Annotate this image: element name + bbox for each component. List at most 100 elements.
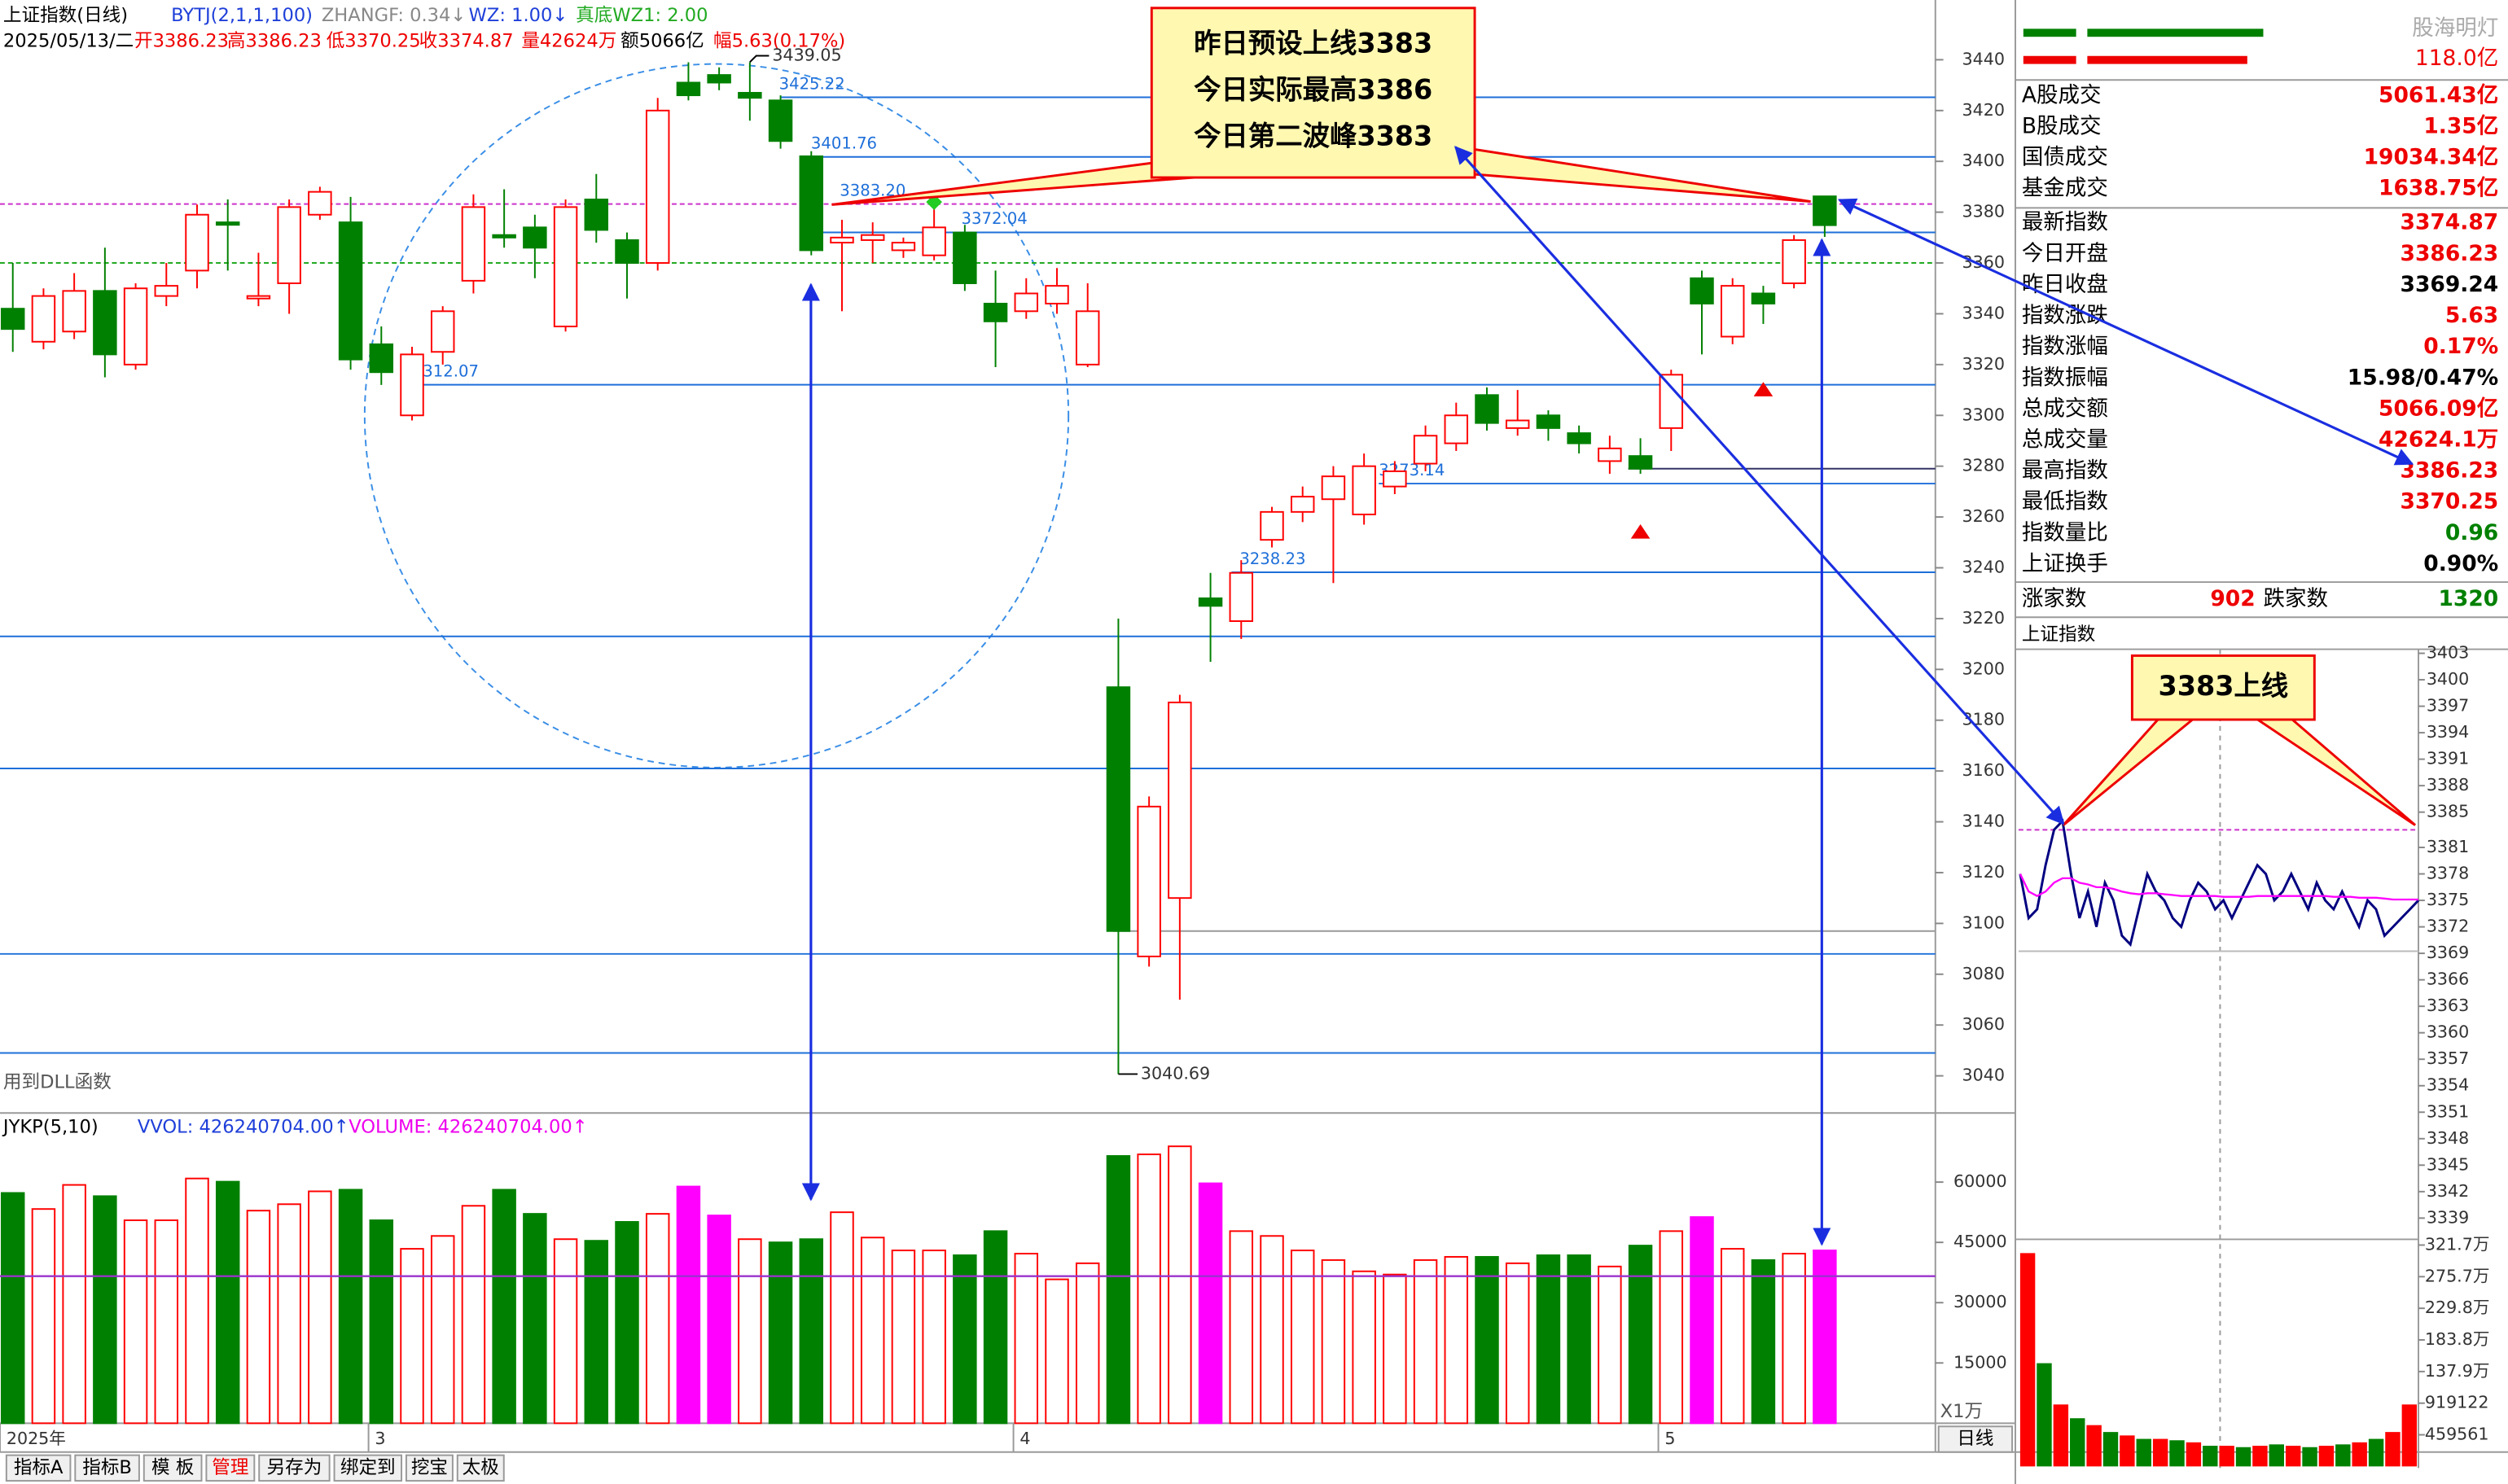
volume-bar <box>523 1213 547 1425</box>
candle-body <box>185 213 209 272</box>
quote: 高3386.23 <box>227 31 322 52</box>
volume-bar <box>953 1254 977 1425</box>
y-tick-label: 3400 <box>1962 151 2004 170</box>
quote-label: 总成交额 <box>2022 396 2108 421</box>
unit-label: X1万 <box>1940 1401 1983 1422</box>
candle-body <box>1413 435 1438 465</box>
volume-bar <box>1782 1253 1806 1425</box>
intraday-volume-bar <box>2053 1404 2069 1467</box>
x-tick-label: 3 <box>375 1429 385 1448</box>
volume-bar <box>369 1219 394 1425</box>
x-tick-label: 4 <box>1019 1429 1030 1448</box>
tab-box <box>142 1454 203 1482</box>
breadth-label: 涨家数 <box>2022 586 2086 611</box>
level-label: 3372.04 <box>962 209 1028 228</box>
candle-body <box>246 295 271 300</box>
candle-body <box>768 99 793 142</box>
y-tick-label: 3080 <box>1962 964 2004 983</box>
tab-label: 太极 <box>463 1457 499 1478</box>
candle-body <box>676 81 701 97</box>
y-tick-label: 3040 <box>1962 1066 2004 1085</box>
candle-body <box>1598 447 1622 462</box>
candle-body <box>123 287 148 366</box>
indicator-value: 真底WZ1: 2.00 <box>576 5 708 26</box>
toolbar-tab[interactable]: 指标A <box>5 1454 72 1482</box>
candle-body <box>338 221 363 361</box>
quote-label: 基金成交 <box>2022 176 2108 201</box>
legend-entry: VVOL: 426240704.00↑ <box>138 1116 349 1137</box>
toolbar-tab[interactable]: 另存为 <box>258 1454 331 1482</box>
volume-bar <box>1137 1153 1161 1425</box>
volume-bar <box>1198 1182 1223 1425</box>
volume-bar <box>553 1238 578 1425</box>
volume-bar <box>1290 1250 1315 1425</box>
toolbar-tab[interactable]: 挖宝 <box>405 1454 454 1482</box>
indicator-value: WZ: 1.00↓ <box>469 5 568 26</box>
intraday-line <box>2019 818 2420 948</box>
volume-bar <box>768 1241 793 1425</box>
candle-body <box>1168 701 1192 900</box>
candle-body <box>584 199 609 231</box>
volume-bar <box>308 1190 332 1425</box>
y-tick-label: 3394 <box>2427 722 2469 742</box>
quote-label: 昨日收盘 <box>2022 272 2108 297</box>
toolbar-tab[interactable]: 绑定到 <box>333 1454 403 1482</box>
volume-bar <box>860 1237 885 1425</box>
tab-label: 指标A <box>14 1457 64 1478</box>
quote-value: 0.96 <box>2445 520 2498 545</box>
candle-body <box>1014 292 1039 313</box>
y-tick-label: 3391 <box>2427 749 2469 768</box>
header: 上证指数(日线) BYTJ(2,1,1,100) ZHANGF: 0.34↓ W… <box>2 5 2095 1422</box>
volume-bar <box>400 1248 424 1425</box>
candle-body <box>154 285 179 297</box>
volume-bar <box>430 1235 455 1425</box>
volume-bar <box>1720 1248 1745 1425</box>
period-tab[interactable]: 日线 <box>1937 1425 2014 1453</box>
volume-bar <box>1536 1254 1561 1425</box>
candle-body <box>1505 419 1530 429</box>
intraday-volume-bar <box>2335 1444 2351 1467</box>
quote-value: 42624.1万 <box>2379 427 2498 453</box>
y-tick-label: 3420 <box>1962 100 2004 120</box>
volume-bar <box>1014 1253 1039 1425</box>
volume-bar <box>123 1219 148 1425</box>
y-tick-label: 229.8万 <box>2425 1298 2490 1317</box>
volume-bar <box>492 1189 516 1425</box>
candle-body <box>0 308 25 331</box>
tab-box <box>333 1454 403 1482</box>
y-tick-label: 3100 <box>1962 913 2004 932</box>
tab-box <box>258 1454 331 1482</box>
y-tick-label: 137.9万 <box>2425 1361 2490 1381</box>
breadth-value: 1320 <box>2438 586 2498 611</box>
tab-label: 管理 <box>212 1457 248 1478</box>
y-tick-label: 321.7万 <box>2425 1234 2490 1254</box>
candle-body <box>1229 571 1254 623</box>
y-tick-label: 3378 <box>2427 864 2469 883</box>
y-tick-label: 60000 <box>1953 1171 2007 1191</box>
volume-bar <box>1505 1262 1530 1425</box>
volume-bar <box>62 1184 86 1425</box>
y-tick-label: 3240 <box>1962 557 2004 576</box>
y-tick-label: 3340 <box>1962 303 2004 322</box>
volume-bar <box>1659 1230 1684 1425</box>
toolbar-tab[interactable]: 模 板 <box>142 1454 203 1482</box>
toolbar-tab[interactable]: 管理 <box>205 1454 256 1482</box>
volume-bar <box>1413 1259 1438 1425</box>
volume-title: JYKP(5,10) <box>2 1116 99 1137</box>
toolbar-tab[interactable]: 指标B <box>74 1454 140 1482</box>
chart-title: 上证指数(日线) <box>3 5 128 26</box>
intraday-volume-bar <box>2368 1438 2384 1467</box>
toolbar-tab[interactable]: 太极 <box>456 1454 505 1482</box>
intraday-volume-bar <box>2203 1446 2218 1467</box>
quote: 量42624万 <box>521 31 616 52</box>
callout-text: 3383上线 <box>2159 670 2289 702</box>
volume-bar <box>1260 1235 1284 1425</box>
candle-body <box>1475 394 1499 424</box>
callout-text: 昨日预设上线3383 <box>1194 28 1432 59</box>
candle-body <box>1813 195 1837 226</box>
y-tick-label: 3400 <box>2427 669 2469 689</box>
y-tick-label: 3140 <box>1962 812 2004 831</box>
tab-box <box>456 1454 505 1482</box>
volume-bar <box>1628 1245 1653 1425</box>
callout: 昨日预设上线3383 今日实际最高3386 今日第二波峰3383 3383上线 <box>831 7 2417 826</box>
